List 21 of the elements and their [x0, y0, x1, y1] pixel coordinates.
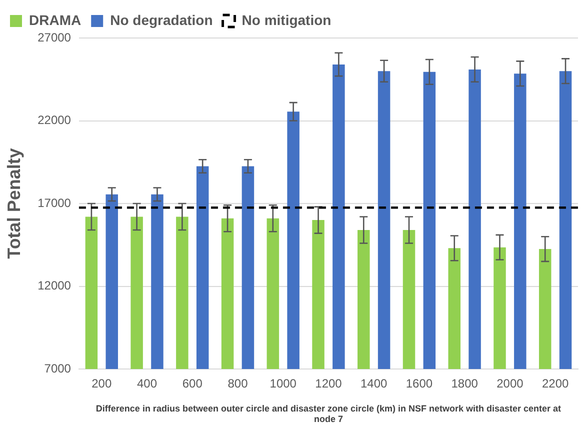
x-tick-label: 2200: [542, 376, 569, 391]
x-axis-title: Difference in radius between outer circle and disaster zone circle (km) in NSF network with disaster center at node 7: [96, 403, 562, 424]
x-tick-label: 800: [228, 376, 248, 391]
y-tick-label: 7000: [44, 361, 72, 376]
x-tick-label: 1600: [406, 376, 433, 391]
x-tick-label: 1000: [270, 376, 297, 391]
x-tick-label: 2000: [496, 376, 524, 391]
x-tick-label: 1800: [451, 376, 478, 391]
x-tick-label: 400: [137, 376, 158, 391]
x-tick-label: 1200: [315, 376, 342, 391]
legend-label: No mitigation: [242, 12, 332, 28]
y-tick-label: 12000: [38, 278, 72, 293]
legend-label: No degradation: [110, 12, 213, 28]
x-tick-label: 600: [182, 376, 203, 391]
y-tick-label: 22000: [38, 113, 72, 128]
x-tick-label: 200: [92, 376, 112, 391]
y-axis-title: Total Penalty: [4, 148, 24, 259]
legend-label: DRAMA: [29, 12, 82, 28]
x-tick-label: 1400: [360, 376, 388, 391]
y-tick-label: 27000: [38, 30, 72, 44]
y-tick-label: 17000: [38, 196, 72, 210]
